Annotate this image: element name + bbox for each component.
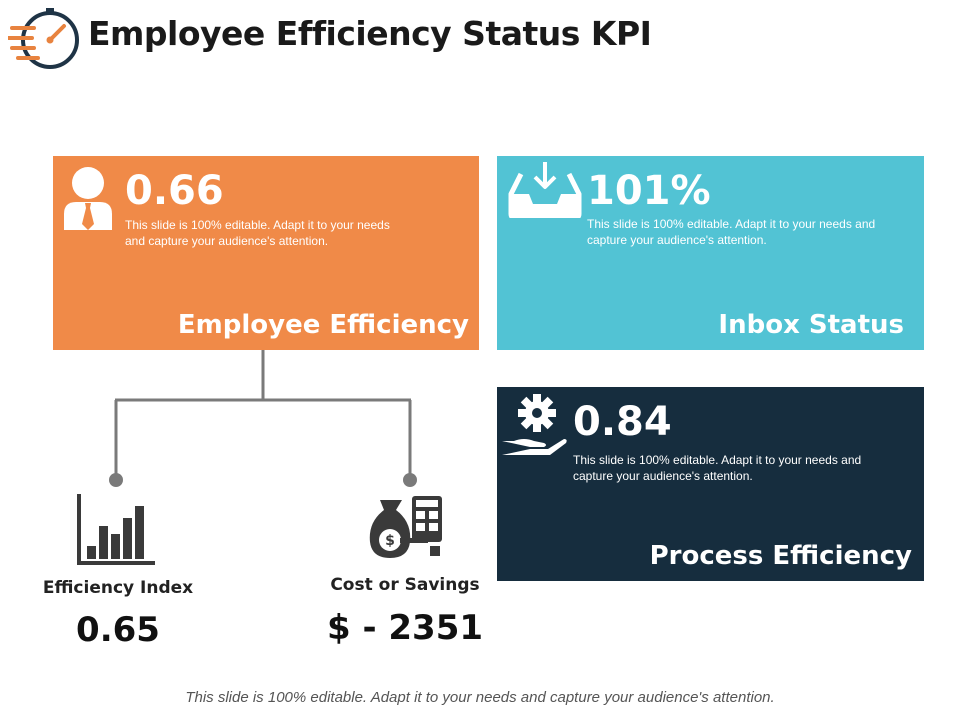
efficiency-index-value: 0.65 xyxy=(76,610,160,650)
footer-note: This slide is 100% editable. Adapt it to… xyxy=(185,689,775,706)
cost-or-savings-label: Cost or Savings xyxy=(330,575,480,595)
efficiency-index-label: Efficiency Index xyxy=(42,578,194,598)
bar-chart-icon xyxy=(77,494,155,565)
employee-efficiency-label: Employee Efficiency xyxy=(177,310,469,340)
employee-icon xyxy=(64,167,112,230)
process-efficiency-value: 0.84 xyxy=(573,399,672,445)
inbox-status-label: Inbox Status xyxy=(718,310,904,340)
stopwatch-speed-icon xyxy=(8,8,79,69)
process-efficiency-description: This slide is 100% editable. Adapt it to… xyxy=(573,453,862,483)
gear-hand-icon xyxy=(502,394,567,455)
process-efficiency-card: 0.84 This slide is 100% editable. Adapt … xyxy=(497,387,924,581)
money-bag-calculator-icon: $ xyxy=(369,496,442,558)
inbox-icon xyxy=(508,162,582,218)
page-title: Employee Efficiency Status KPI xyxy=(88,14,652,53)
process-efficiency-label: Process Efficiency xyxy=(649,541,912,571)
svg-text:$: $ xyxy=(385,533,395,549)
inbox-status-description: This slide is 100% editable. Adapt it to… xyxy=(587,217,876,247)
cost-or-savings-value: $ - 2351 xyxy=(326,608,484,648)
inbox-status-value: 101% xyxy=(587,168,711,214)
inbox-status-card: 101% This slide is 100% editable. Adapt … xyxy=(497,156,924,350)
employee-efficiency-value: 0.66 xyxy=(125,168,224,214)
employee-efficiency-card: 0.66 This slide is 100% editable. Adapt … xyxy=(53,156,479,350)
employee-efficiency-description: This slide is 100% editable. Adapt it to… xyxy=(125,218,390,248)
